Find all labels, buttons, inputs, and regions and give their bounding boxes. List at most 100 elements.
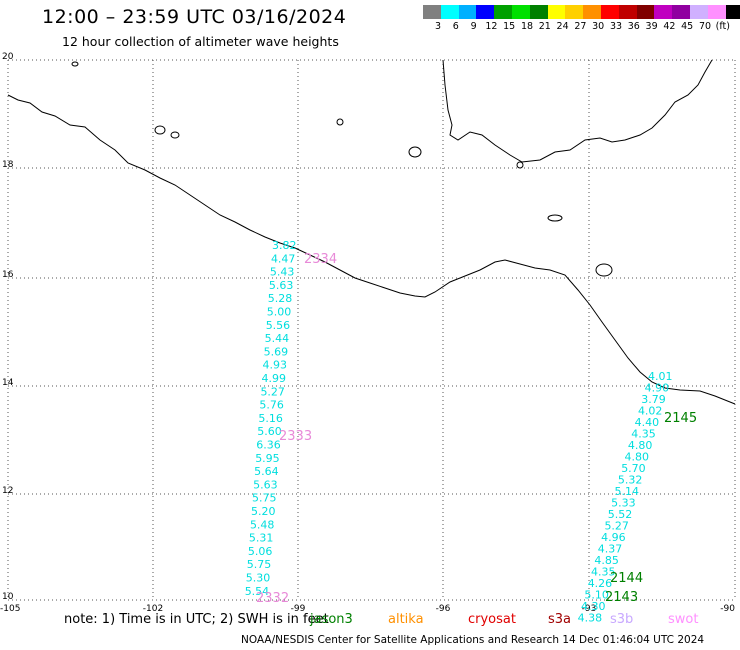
- colorbar-label: 15: [503, 21, 516, 32]
- wave-height-value: 5.31: [249, 532, 274, 545]
- island-outline: [516, 161, 524, 169]
- lon-tick-label: -96: [436, 604, 451, 614]
- wave-height-value: 4.38: [578, 612, 603, 625]
- island-outline: [336, 118, 344, 126]
- colorbar-swatch: [547, 5, 566, 19]
- coastline: [7, 59, 736, 405]
- colorbar-swatch: [725, 5, 740, 19]
- wave-height-value: 5.00: [267, 306, 292, 319]
- wave-height-value: 5.75: [252, 492, 276, 505]
- wave-height-value: 5.63: [253, 478, 278, 491]
- axis-tick-labels: 20 18 16 14 12 10 -105 -102 -99 -96 -93 -90: [0, 52, 735, 614]
- track-id-label: 2333: [279, 429, 312, 444]
- legend-item-jason3: jason3: [310, 612, 353, 627]
- wave-height-value: 4.37: [598, 543, 623, 556]
- lat-tick-label: 14: [2, 378, 14, 388]
- wave-height-value: 4.01: [648, 370, 673, 383]
- colorbar-swatch: [707, 5, 726, 19]
- wave-height-value: 5.06: [248, 545, 273, 558]
- island-outline: [408, 146, 422, 158]
- wave-height-value: 5.52: [608, 508, 633, 521]
- wave-height-value: 5.28: [268, 292, 293, 305]
- wave-height-value: 4.85: [594, 554, 619, 567]
- legend-item-cryosat: cryosat: [468, 612, 516, 627]
- colorbar-swatch: [494, 5, 512, 19]
- wave-height-value: 4.80: [628, 439, 653, 452]
- colorbar-swatch: [583, 5, 601, 19]
- map-subtitle: 12 hour collection of altimeter wave hei…: [62, 34, 339, 49]
- altimeter-tracks: 3.824.475.435.635.285.005.565.445.694.93…: [245, 239, 697, 625]
- colorbar-swatch: [458, 5, 477, 19]
- island-outline: [71, 61, 79, 67]
- island-outline: [170, 131, 180, 139]
- wave-height-value: 5.27: [260, 385, 285, 398]
- colorbar-swatch: [440, 5, 459, 19]
- lat-tick-label: 10: [2, 592, 14, 602]
- gulf-coastline: [442, 59, 713, 163]
- colorbar-label: 24: [556, 21, 569, 32]
- lon-tick-label: -102: [143, 604, 163, 614]
- lat-tick-label: 16: [2, 270, 14, 280]
- track-id-label: 2145: [664, 411, 697, 426]
- colorbar-swatch: [600, 5, 619, 19]
- wave-height-value: 5.27: [604, 520, 629, 533]
- wave-height-value: 5.76: [259, 399, 284, 412]
- colorbar-label: 21: [538, 21, 551, 32]
- colorbar-swatch: [689, 5, 708, 19]
- wave-height-value: 5.43: [270, 266, 295, 279]
- legend-item-altika: altika: [388, 612, 424, 627]
- colorbar-label: 42: [663, 21, 676, 32]
- wave-height-value: 4.30: [581, 600, 606, 613]
- wave-height-value: 3.82: [272, 239, 297, 252]
- wave-height-value: 3.79: [641, 393, 666, 406]
- colorbar-label: 9: [470, 21, 477, 32]
- legend-item-swot: swot: [668, 612, 699, 627]
- colorbar-swatch: [529, 5, 548, 19]
- wave-height-value: 5.70: [621, 462, 646, 475]
- colorbar-label: 30: [592, 21, 605, 32]
- colorbar-legend: [423, 5, 740, 19]
- wave-height-value: 5.64: [254, 465, 279, 478]
- track-id-label: 2144: [610, 571, 643, 586]
- island-outline: [595, 263, 613, 277]
- wave-height-value: 4.80: [625, 451, 650, 464]
- colorbar-label: 45: [681, 21, 694, 32]
- wave-height-value: 4.99: [262, 372, 287, 385]
- wave-height-value: 5.56: [266, 319, 291, 332]
- pacific-coastline: [7, 94, 736, 405]
- wave-height-value: 5.32: [618, 474, 643, 487]
- colorbar-swatch: [654, 5, 673, 19]
- wave-height-value: 5.75: [247, 558, 271, 571]
- wave-height-value: 5.14: [615, 485, 640, 498]
- track-id-label: 2332: [256, 591, 289, 606]
- wave-height-value: 5.10: [584, 589, 609, 602]
- wave-height-value: 5.69: [264, 345, 289, 358]
- map-title: 12:00 – 23:59 UTC 03/16/2024: [42, 6, 347, 28]
- wave-height-value: 5.30: [246, 572, 271, 585]
- lon-tick-label: -90: [720, 604, 735, 614]
- colorbar-label: 12: [485, 21, 498, 32]
- lat-tick-label: 12: [2, 486, 13, 496]
- lon-tick-label: -105: [0, 604, 20, 614]
- colorbar-swatch: [672, 5, 690, 19]
- island-outline: [547, 214, 563, 222]
- colorbar-label: (ft): [715, 21, 730, 32]
- colorbar-swatch: [476, 5, 495, 19]
- wave-height-value: 4.26: [588, 577, 613, 590]
- lat-tick-label: 18: [2, 160, 14, 170]
- track-id-label: 2143: [605, 590, 638, 605]
- colorbar-label: 39: [645, 21, 658, 32]
- wave-height-value: 5.20: [251, 505, 276, 518]
- wave-height-value: 4.47: [271, 252, 296, 265]
- wave-height-value: 4.35: [591, 566, 616, 579]
- wave-height-value: 4.35: [631, 428, 656, 441]
- wave-height-value: 5.33: [611, 497, 636, 510]
- colorbar-label: 33: [609, 21, 623, 32]
- wave-height-value: 4.40: [635, 416, 660, 429]
- colorbar-label: 27: [574, 21, 587, 32]
- island-outline: [154, 125, 166, 135]
- wave-height-value: 4.02: [638, 405, 663, 418]
- wave-height-value: 5.48: [250, 518, 275, 531]
- lon-tick-label: -93: [582, 604, 597, 614]
